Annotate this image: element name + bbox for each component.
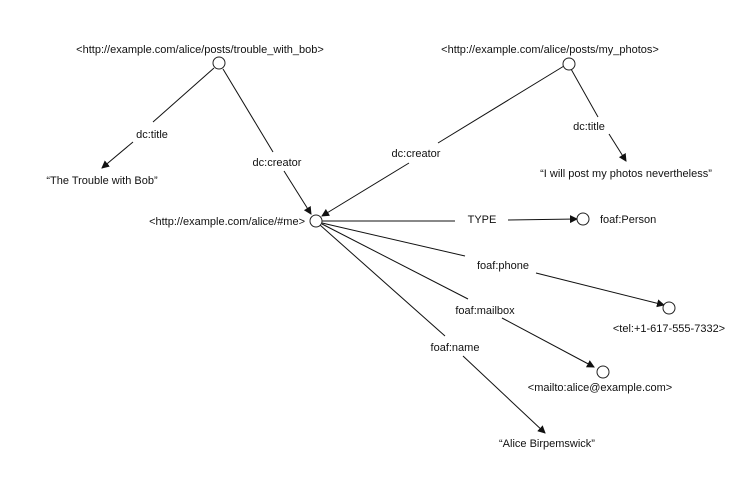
node-circle [562, 57, 576, 71]
literal-name: “Alice Birpemswick” [499, 438, 595, 450]
node-label: <mailto:alice@example.com> [528, 382, 672, 394]
node-label: <tel:+1-617-555-7332> [613, 323, 725, 335]
node-phone: <tel:+1-617-555-7332> [613, 301, 725, 335]
node-post-photos: <http://example.com/alice/posts/my_photo… [441, 44, 659, 71]
node-person: foaf:Person [576, 212, 656, 226]
edge-label: foaf:mailbox [455, 305, 515, 317]
node-me: <http://example.com/alice/#me> [149, 214, 323, 228]
edge-name: foaf:name [319, 224, 546, 434]
edge-photos-title: dc:title [570, 68, 627, 162]
edge-label: dc:creator [253, 157, 302, 169]
node-post-bob: <http://example.com/alice/posts/trouble_… [76, 44, 324, 70]
literal-bob-title: “The Trouble with Bob” [46, 175, 158, 187]
node-mailbox: <mailto:alice@example.com> [528, 365, 672, 394]
edge-phone: foaf:phone [321, 222, 665, 308]
node-circle [596, 365, 610, 379]
edge-bob-title: dc:title [101, 67, 215, 169]
edge-type: TYPE [322, 214, 578, 226]
edge-label: TYPE [468, 214, 497, 226]
node-label: <http://example.com/alice/posts/my_photo… [441, 44, 659, 56]
node-circle [662, 301, 676, 315]
node-circle [309, 214, 323, 228]
edge-label: foaf:name [431, 342, 480, 354]
edge-label: dc:creator [392, 148, 441, 160]
node-label: <http://example.com/alice/#me> [149, 216, 305, 228]
edge-mailbox: foaf:mailbox [321, 223, 595, 368]
node-label: foaf:Person [600, 214, 656, 226]
literal-photos-title: “I will post my photos nevertheless” [540, 168, 712, 180]
node-label: <http://example.com/alice/posts/trouble_… [76, 44, 324, 56]
edge-label: dc:title [573, 121, 605, 133]
edge-photos-creator: dc:creator [321, 65, 565, 217]
node-circle [576, 212, 590, 226]
node-circle [212, 56, 226, 70]
edge-bob-creator: dc:creator [222, 68, 312, 215]
edge-label: dc:title [136, 129, 168, 141]
edge-label: foaf:phone [477, 260, 529, 272]
